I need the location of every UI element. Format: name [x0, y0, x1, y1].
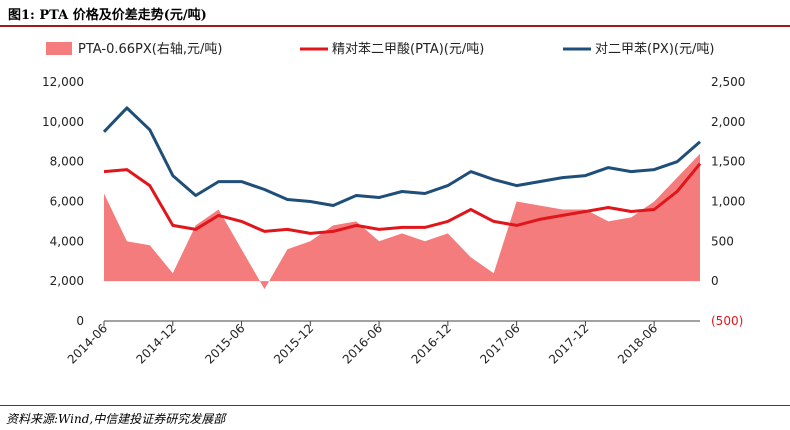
x-tick-label: 2017-12 — [546, 321, 591, 366]
y-right-tick-label: 1,500 — [711, 155, 745, 169]
x-tick-label: 2018-06 — [615, 321, 660, 366]
figure-title: 图1: PTA 价格及价差走势(元/吨) — [8, 8, 207, 23]
x-tick-label: 2015-12 — [271, 321, 316, 366]
x-axis: 2014-06 2014-12 2015-06 2015-12 2016-06 2016-… — [65, 320, 700, 367]
series-area-spread — [104, 153, 700, 290]
legend-swatch — [46, 42, 72, 55]
y-left-tick-label: 4,000 — [50, 234, 84, 248]
source-divider — [0, 405, 790, 406]
y-left-tick-label: 2,000 — [50, 274, 84, 288]
source-note: 资料来源:Wind,中信建投证券研究发展部 — [6, 412, 226, 426]
y-right-tick-label: (500) — [711, 314, 743, 328]
x-tick-label: 2016-06 — [340, 321, 385, 366]
plot-area — [102, 106, 702, 290]
x-tick-label: 2014-06 — [65, 321, 110, 366]
y-left-tick-label: 8,000 — [50, 155, 84, 169]
legend-item-spread: PTA-0.66PX(右轴,元/吨) — [46, 42, 222, 57]
y-left-tick-label: 12,000 — [42, 75, 84, 89]
legend-item-px: 对二甲苯(PX)(元/吨) — [563, 42, 714, 57]
x-tick-label: 2017-06 — [477, 321, 522, 366]
y-right-tick-label: 0 — [711, 274, 719, 288]
y-right-tick-label: 2,000 — [711, 115, 745, 129]
x-tick-label: 2014-12 — [134, 321, 179, 366]
title-divider — [0, 25, 790, 27]
x-tick-label: 2015-06 — [202, 321, 247, 366]
legend-item-pta: 精对苯二甲酸(PTA)(元/吨) — [300, 42, 484, 57]
legend-label: 精对苯二甲酸(PTA)(元/吨) — [332, 42, 484, 57]
y-right-tick-label: 2,500 — [711, 75, 745, 89]
y-left-tick-label: 0 — [76, 314, 84, 328]
y-left-tick-label: 10,000 — [42, 115, 84, 129]
y-axis-right: (500) 0 500 1,000 1,500 2,000 2,500 — [711, 75, 745, 328]
legend-label: PTA-0.66PX(右轴,元/吨) — [78, 42, 222, 57]
y-left-tick-label: 6,000 — [50, 195, 84, 209]
series-line-px — [102, 106, 701, 207]
y-right-tick-label: 1,000 — [711, 195, 745, 209]
y-axis-left: 0 2,000 4,000 6,000 8,000 10,000 12,000 — [42, 75, 84, 328]
x-tick-label: 2016-12 — [409, 321, 454, 366]
legend-label: 对二甲苯(PX)(元/吨) — [595, 42, 714, 57]
legend: PTA-0.66PX(右轴,元/吨) 精对苯二甲酸(PTA)(元/吨) 对二甲苯(P… — [46, 42, 714, 57]
y-right-tick-label: 500 — [711, 234, 734, 248]
